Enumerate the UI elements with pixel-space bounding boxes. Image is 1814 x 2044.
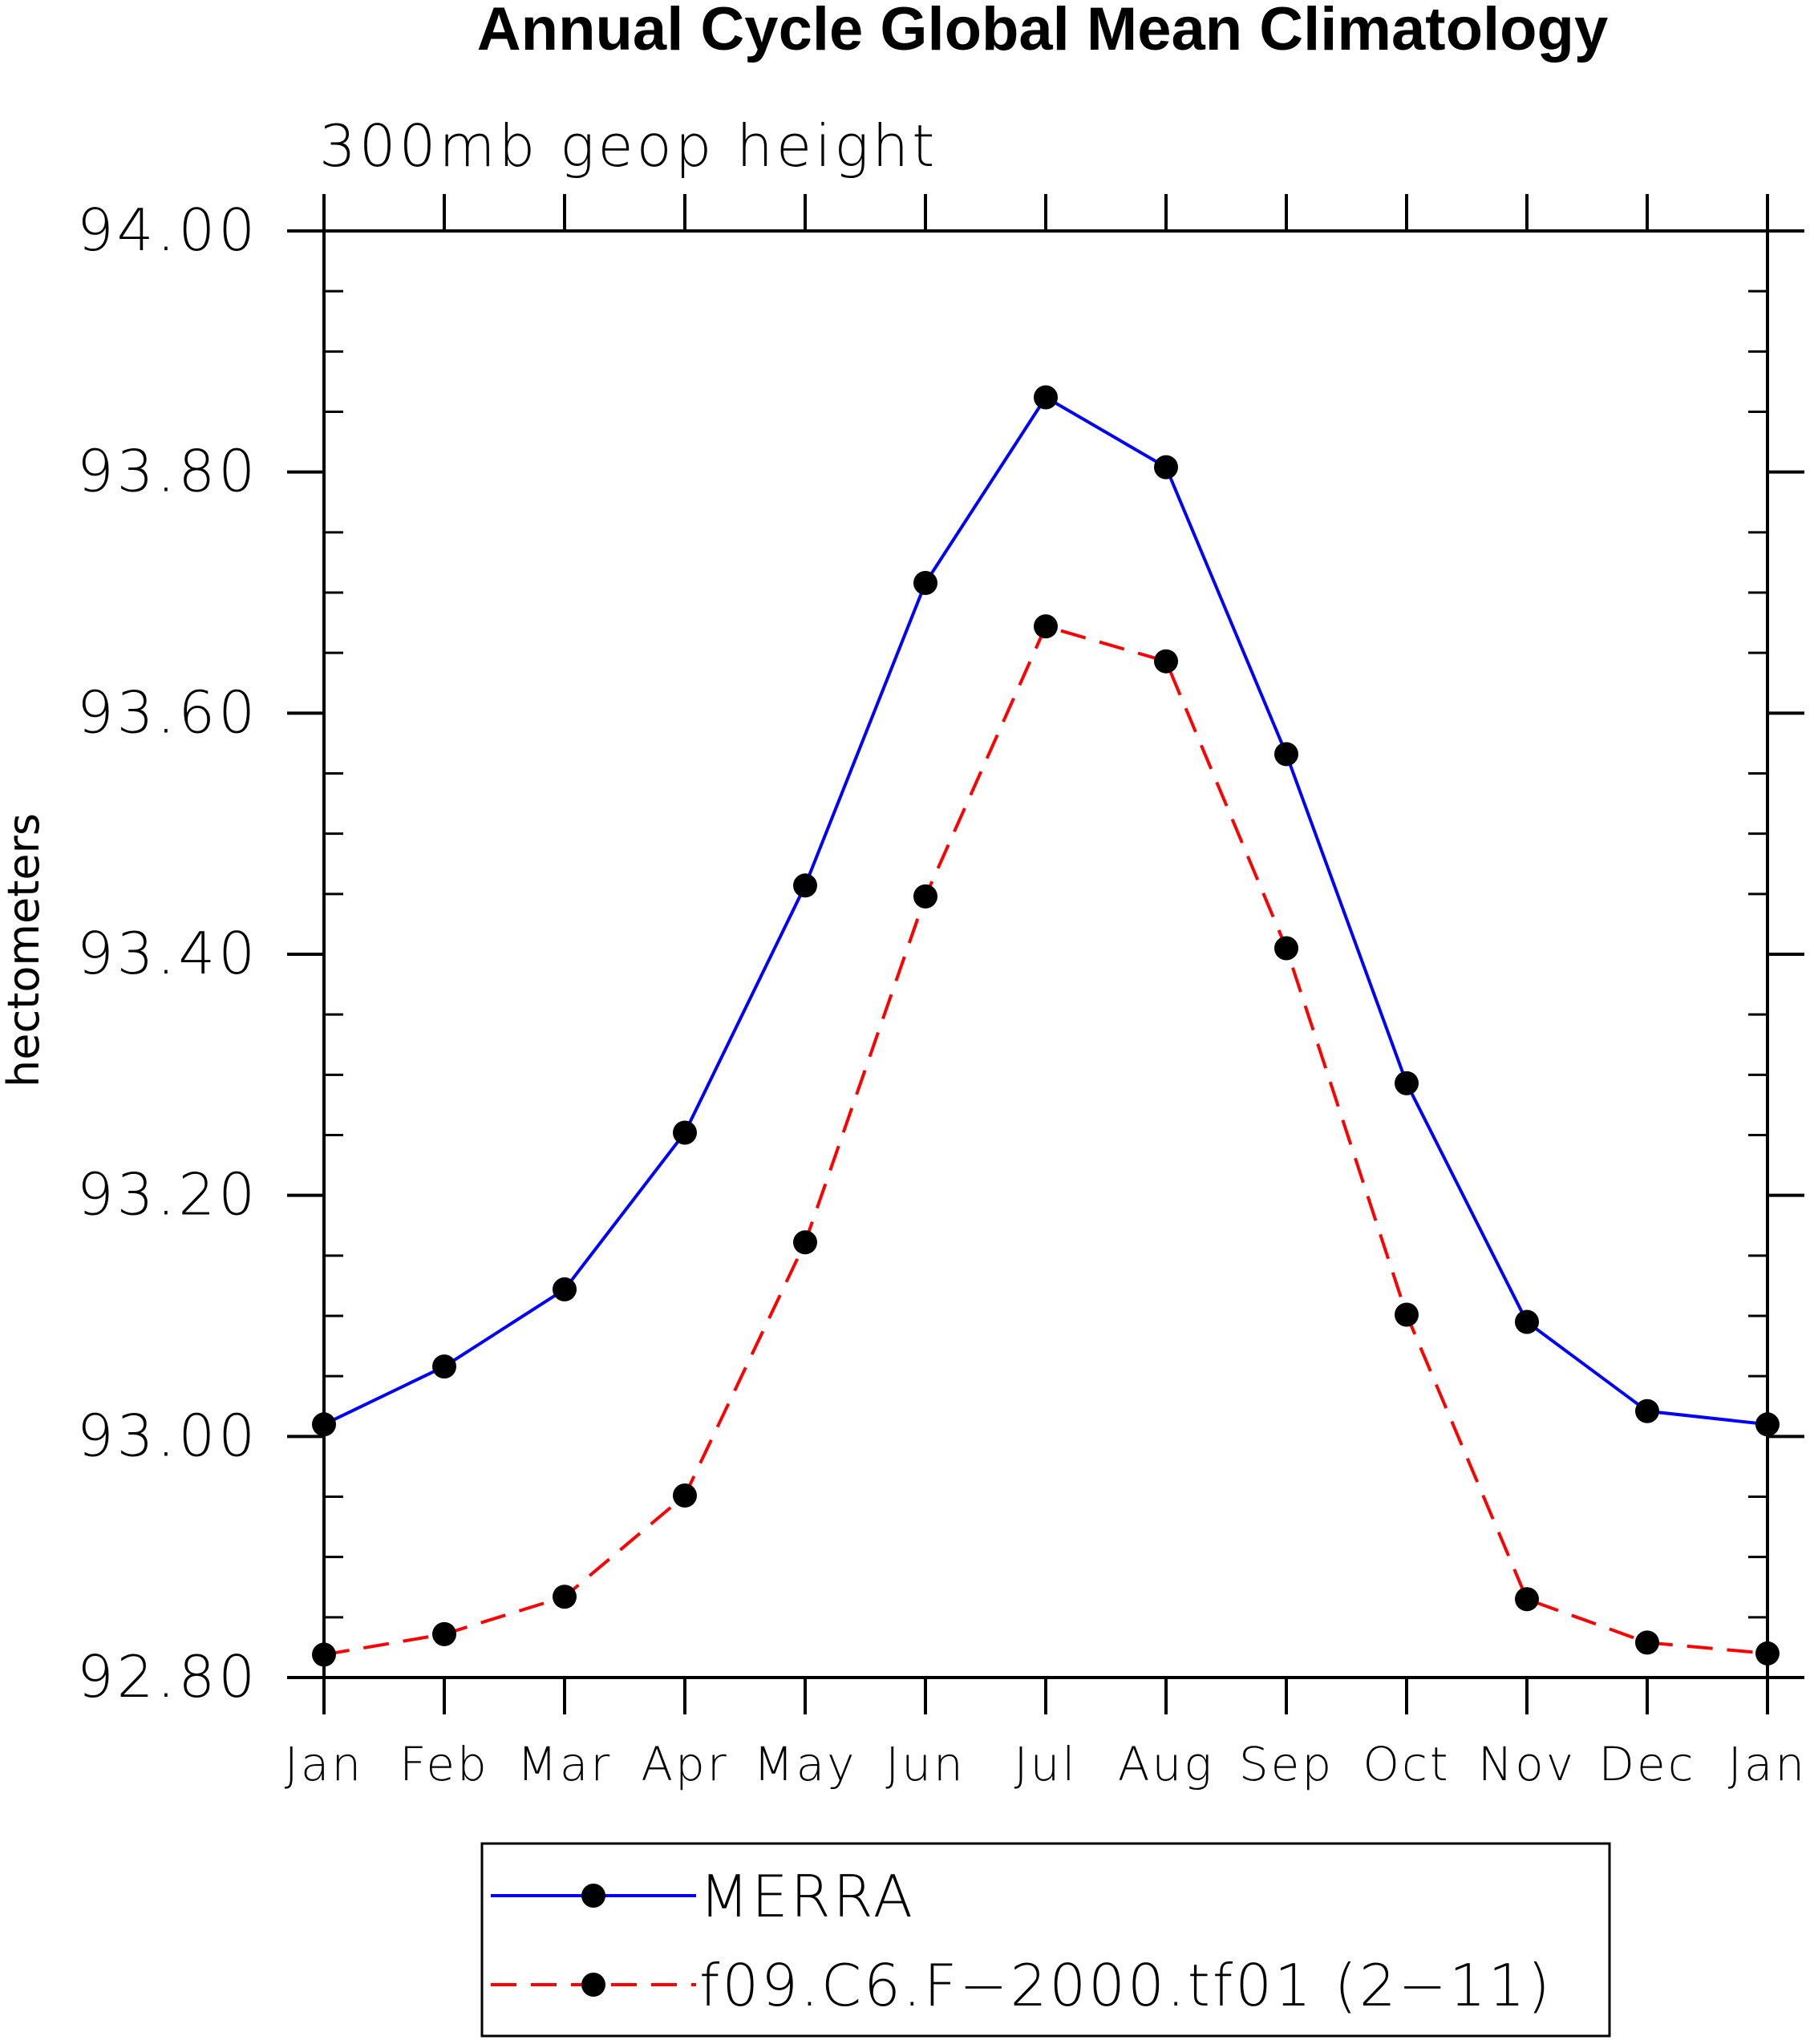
chart-subtitle: 300mb geop height <box>319 112 937 180</box>
data-point <box>1515 1309 1539 1334</box>
data-point <box>1274 742 1298 767</box>
y-tick-label: 93.20 <box>77 1161 258 1228</box>
legend-marker <box>581 1973 605 1997</box>
data-point <box>1515 1587 1539 1612</box>
data-point <box>673 1483 697 1508</box>
x-tick-label: May <box>754 1737 857 1791</box>
y-tick-label: 94.00 <box>77 196 258 264</box>
legend-marker <box>581 1884 605 1908</box>
x-tick-label: Jul <box>1014 1737 1078 1791</box>
data-point <box>673 1120 697 1145</box>
x-tick-label: Apr <box>641 1737 728 1791</box>
data-point <box>432 1621 456 1646</box>
data-point <box>1395 1071 1419 1095</box>
x-tick-label: Mar <box>517 1737 612 1791</box>
x-tick-label: Aug <box>1118 1737 1214 1791</box>
legend: MERRA f09.C6.F−2000.tf01 (2−11) <box>480 1842 1611 2038</box>
y-tick-label: 93.60 <box>77 678 258 746</box>
x-tick-label: Nov <box>1478 1737 1576 1791</box>
data-point <box>1755 1412 1780 1437</box>
legend-label: f09.C6.F−2000.tf01 (2−11) <box>699 1952 1553 2019</box>
x-tick-label: Jan <box>1728 1737 1807 1791</box>
data-point <box>1034 385 1058 410</box>
plot-frame <box>322 229 1769 1679</box>
data-point <box>1154 649 1178 674</box>
series-layer <box>312 385 1780 1667</box>
data-point <box>1154 455 1178 480</box>
series-line-1 <box>323 395 1768 1427</box>
data-point <box>1395 1302 1419 1327</box>
x-tick-label: Sep <box>1239 1737 1334 1791</box>
data-point <box>1755 1641 1780 1666</box>
data-point <box>1034 614 1058 639</box>
data-point <box>553 1585 577 1609</box>
axes: Jan Feb Mar Apr May Jun Jul Aug Sep Oct Nov Dec Jan 9… <box>77 194 1807 1791</box>
x-tick-label: Jan <box>285 1737 363 1791</box>
data-point <box>312 1412 336 1437</box>
data-point <box>793 873 817 898</box>
legend-label: MERRA <box>699 1863 915 1930</box>
chart-title: Annual Cycle Global Mean Climatology <box>477 0 1608 63</box>
y-axis-label: hectometers <box>0 813 49 1087</box>
data-point <box>1635 1398 1659 1423</box>
x-tick-label: Dec <box>1598 1737 1695 1791</box>
data-point <box>312 1642 336 1667</box>
legend-box <box>480 1842 1611 2038</box>
y-tick-label: 92.80 <box>77 1643 258 1710</box>
data-point <box>913 884 937 909</box>
data-point <box>553 1277 577 1301</box>
data-point <box>793 1230 817 1255</box>
x-tick-label: Feb <box>399 1737 489 1791</box>
data-point <box>913 570 937 595</box>
y-tick-label: 93.80 <box>77 438 258 505</box>
data-point <box>432 1354 456 1379</box>
data-point <box>1274 936 1298 961</box>
series-line-2 <box>323 624 1768 1657</box>
x-tick-label: Jun <box>885 1737 966 1791</box>
data-point <box>1635 1630 1659 1655</box>
y-tick-label: 93.40 <box>77 920 258 987</box>
y-tick-label: 93.00 <box>77 1402 258 1469</box>
x-tick-label: Oct <box>1363 1737 1450 1791</box>
